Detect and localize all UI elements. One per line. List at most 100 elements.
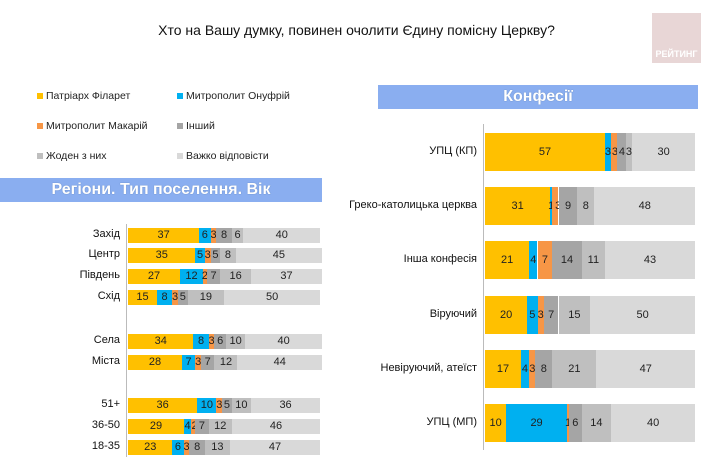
category-label: Захід [92, 228, 120, 240]
data-label: 12 [185, 269, 198, 282]
bar-segment [552, 187, 559, 225]
data-label: 7 [204, 355, 211, 368]
data-label: 3 [537, 308, 544, 321]
bar-segment [594, 187, 695, 225]
bar-segment [128, 268, 180, 284]
data-label: 3 [555, 200, 561, 213]
data-label: 28 [148, 355, 162, 368]
data-label: 7 [198, 419, 206, 432]
bar-segment [243, 227, 320, 243]
bar-segment [183, 439, 190, 455]
data-label: 47 [639, 362, 652, 375]
data-label: 6 [201, 228, 208, 241]
bar-segment [210, 247, 221, 263]
bar-segment [225, 333, 246, 349]
data-label: 40 [647, 416, 660, 429]
bar-segment [128, 247, 196, 263]
bar-segment [216, 397, 223, 413]
category-label: 18-35 [91, 440, 120, 452]
bar-segment [558, 296, 590, 334]
data-label: 46 [269, 419, 283, 432]
bar-segment [220, 247, 236, 263]
data-label: 10 [489, 416, 502, 429]
bar-segment [214, 333, 226, 349]
category-label: УПЦ (МП) [426, 416, 477, 428]
data-label: 8 [221, 228, 228, 241]
data-label: 5 [212, 248, 219, 261]
bar-segment [220, 268, 251, 284]
data-label: 6 [572, 416, 579, 429]
confessions-banner: Конфесії [378, 85, 698, 109]
data-label: 43 [643, 253, 657, 266]
legend-label: Жоден з них [46, 150, 107, 162]
data-label: 48 [638, 199, 651, 212]
data-label: 57 [538, 145, 552, 158]
data-label: 6 [217, 334, 224, 347]
bar-segment [128, 289, 157, 305]
data-label: 8 [582, 199, 589, 212]
data-label: 3 [529, 362, 536, 375]
legend-swatch [177, 93, 183, 100]
category-label: Інша конфесія [403, 253, 477, 265]
bar-segment [179, 268, 203, 284]
bar-segment [596, 350, 695, 388]
data-label: 4 [618, 145, 625, 158]
legend-item: Жоден з них [37, 150, 107, 162]
data-label: 5 [179, 290, 186, 303]
data-label: 35 [155, 248, 168, 261]
bar-segment [231, 418, 320, 434]
legend-swatch [37, 123, 43, 130]
data-label: 9 [564, 199, 572, 212]
category-label: 51+ [101, 398, 120, 410]
data-label: 21 [501, 253, 514, 266]
data-label: 31 [511, 199, 524, 212]
bar-segment [172, 439, 184, 455]
legend-swatch [177, 123, 183, 130]
data-label: 15 [136, 290, 149, 303]
data-label: 12 [214, 419, 227, 432]
data-label: 3 [183, 440, 190, 453]
category-label: Центр [88, 248, 121, 260]
bar-segment [485, 187, 551, 225]
category-label: 36-50 [91, 419, 120, 431]
category-label: Села [93, 334, 120, 346]
data-label: 10 [229, 334, 242, 347]
bar-segment [537, 296, 544, 334]
data-label: 19 [199, 290, 212, 303]
bar-segment [617, 133, 626, 171]
legend-item: Інший [177, 120, 215, 132]
bar-segment [520, 350, 530, 388]
data-label: 29 [530, 416, 543, 429]
data-label: 8 [194, 440, 201, 453]
bar-segment [485, 296, 527, 334]
bar-segment [485, 350, 521, 388]
data-label: 44 [273, 355, 286, 368]
data-label: 4 [530, 253, 537, 266]
bar-segment [193, 333, 209, 349]
data-label: 3 [208, 334, 215, 347]
bar-segment [506, 404, 567, 442]
data-label: 50 [266, 290, 279, 303]
data-label: 3 [604, 145, 611, 158]
data-label: 3 [195, 355, 202, 368]
bar-segment [231, 227, 244, 243]
data-label: 40 [275, 228, 288, 241]
bar-segment [529, 241, 538, 279]
data-label: 4 [521, 362, 529, 375]
rating-logo: РЕЙТИНГ [652, 13, 701, 63]
bar-segment [611, 133, 618, 171]
data-label: 6 [234, 228, 241, 241]
category-label: Південь [79, 269, 120, 281]
y-axis [126, 224, 127, 457]
data-label: 34 [154, 334, 167, 347]
logo-text: РЕЙТИНГ [655, 49, 698, 59]
legend-label: Митрополит Макарій [46, 120, 148, 132]
bar-segment [202, 268, 207, 284]
legend-label: Важко відповісти [186, 150, 269, 162]
data-label: 20 [500, 308, 513, 321]
bar-segment [604, 241, 695, 279]
bar-segment [577, 187, 595, 225]
data-label: 50 [636, 308, 649, 321]
bar-segment [128, 333, 194, 349]
data-label: 37 [280, 269, 293, 282]
